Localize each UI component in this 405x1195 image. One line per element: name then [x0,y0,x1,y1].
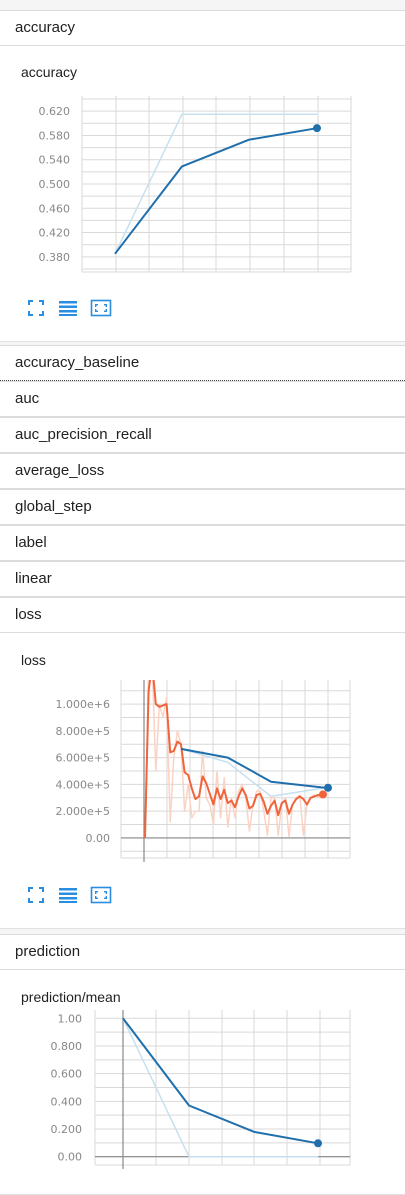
chart-title: loss [21,652,46,668]
smoothed-series-line [122,1017,319,1145]
y-tick-label: 2.000e+5 [56,805,110,818]
y-tick-label: 0.380 [39,251,71,264]
end-point-marker [314,1139,322,1148]
chart-title: accuracy [21,64,78,80]
smoothed-series-line [114,127,318,255]
data-table-icon[interactable] [58,885,80,905]
y-tick-label: 0.580 [39,129,71,142]
fit-to-screen-icon[interactable] [26,885,48,905]
section-header-global-step[interactable]: global_step [0,489,405,525]
y-tick-label: 1.000e+6 [56,698,110,711]
chart-card-accuracy: accuracy 0.620 0.580 0.540 0.500 0.460 0.420 0… [0,46,405,342]
y-tick-label: 0.540 [39,154,71,167]
y-tick-label: 8.000e+5 [56,725,110,738]
end-point-marker [319,790,327,799]
section-header-loss[interactable]: loss [0,597,405,633]
smoothed-series-line [180,747,326,789]
section-header-accuracy-baseline[interactable]: accuracy_baseline [0,345,405,381]
y-tick-label: 1.00 [58,1012,83,1025]
y-tick-label: 0.460 [39,202,71,215]
raw-series-line [114,113,317,255]
chart-title: prediction/mean [21,989,121,1005]
y-tick-label: 0.200 [51,1123,83,1136]
y-tick-label: 4.000e+5 [56,778,110,791]
raw-series-line [180,748,326,798]
y-tick-label: 0.800 [51,1040,83,1053]
section-header-accuracy[interactable]: accuracy [0,10,405,46]
loss-chart[interactable]: 1.000e+6 8.000e+5 6.000e+5 4.000e+5 2.000e+5… [0,673,405,913]
section-header-prediction[interactable]: prediction [0,934,405,970]
expand-chart-icon[interactable] [90,885,112,905]
y-tick-label: 0.00 [58,1151,83,1164]
section-header-auc-precision-recall[interactable]: auc_precision_recall [0,417,405,453]
raw-series-line [144,680,325,838]
chart-card-prediction-mean: prediction/mean 1.00 0.800 0.600 0.400 0.200… [0,970,405,1195]
fit-to-screen-icon[interactable] [26,298,48,318]
raw-series-line [122,1017,318,1158]
y-tick-label: 0.620 [39,105,71,118]
y-tick-label: 0.500 [39,178,71,191]
y-tick-label: 0.420 [39,227,71,240]
end-point-marker [324,783,332,792]
prediction-mean-chart[interactable]: 1.00 0.800 0.600 0.400 0.200 0.00 [0,1010,405,1195]
y-tick-label: 6.000e+5 [56,752,110,765]
accuracy-chart[interactable]: 0.620 0.580 0.540 0.500 0.460 0.420 0.380 [0,86,405,326]
section-header-linear[interactable]: linear [0,561,405,597]
section-header-average-loss[interactable]: average_loss [0,453,405,489]
section-header-auc[interactable]: auc [0,381,405,417]
end-point-marker [313,124,321,133]
section-header-label[interactable]: label [0,525,405,561]
chart-card-loss: loss 1.000e+6 8.000e+5 6.000e+5 4.000e+5 2.0… [0,633,405,929]
expand-chart-icon[interactable] [90,298,112,318]
data-table-icon[interactable] [58,298,80,318]
y-tick-label: 0.600 [51,1068,83,1081]
y-tick-label: 0.00 [86,832,111,845]
smoothed-series-line [144,680,326,838]
y-tick-label: 0.400 [51,1095,83,1108]
